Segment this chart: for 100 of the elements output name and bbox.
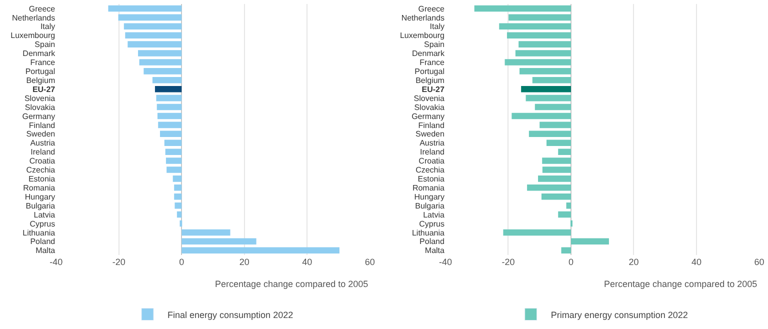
y-tick-label: Lithuania	[22, 228, 56, 238]
y-tick-label: Cyprus	[30, 219, 56, 228]
bar	[570, 238, 609, 245]
y-tick-label: Malta	[424, 246, 446, 256]
bar	[182, 247, 340, 254]
y-tick-label: Portugal	[414, 66, 445, 76]
bar	[528, 130, 571, 138]
y-tick-label: Italy	[430, 22, 444, 32]
bar	[164, 140, 182, 146]
bar	[506, 32, 571, 38]
bar	[174, 184, 182, 191]
bar	[182, 238, 256, 245]
bar	[156, 104, 182, 110]
bar	[512, 112, 571, 120]
y-tick-label: Slovenia	[414, 94, 446, 103]
bar	[124, 23, 182, 30]
y-tick-label: EU-27	[422, 84, 446, 94]
y-tick-label: Hungary	[414, 192, 444, 202]
x-axis-title: Percentage change compared to 2005	[604, 279, 758, 289]
legend-label: Primary energy consumption 2022	[550, 310, 688, 320]
y-tick-label: Sweden	[416, 130, 444, 139]
y-tick-label: Netherlands	[12, 13, 56, 22]
y-tick-label: Germany	[412, 112, 444, 121]
y-tick-label: Luxembourg	[400, 31, 444, 40]
y-tick-label: Hungary	[24, 192, 56, 202]
y-tick-label: Finland	[418, 120, 444, 130]
bar	[538, 176, 571, 182]
y-tick-label: Croatia	[418, 156, 446, 166]
legend-label: Final energy consumption 2022	[168, 310, 294, 320]
y-tick-label: Austria	[420, 138, 446, 148]
y-tick-label: Netherlands	[401, 13, 444, 22]
y-tick-label: Malta	[36, 246, 56, 256]
x-tick-label: 20	[628, 256, 639, 267]
bar	[518, 41, 571, 48]
y-tick-label: Spain	[34, 40, 56, 50]
bar	[156, 94, 182, 102]
bar	[174, 193, 182, 200]
y-tick-label: France	[420, 58, 446, 68]
bar	[520, 68, 571, 74]
y-tick-label: Bulgaria	[26, 201, 56, 210]
y-tick-label: Lithuania	[412, 228, 446, 238]
y-tick-label: Germany	[22, 112, 56, 121]
bar	[566, 202, 571, 209]
bar	[474, 5, 571, 12]
bar	[160, 130, 182, 138]
x-tick-label: 40	[302, 256, 312, 267]
y-tick-label: Luxembourg	[10, 31, 56, 40]
y-tick-label: Poland	[420, 237, 444, 246]
bar	[165, 148, 182, 155]
y-tick-label: Ireland	[30, 148, 56, 157]
x-tick-label: 0	[568, 256, 574, 267]
y-tick-label: Finland	[28, 120, 56, 130]
y-tick-label: Belgium	[26, 76, 56, 85]
bar	[144, 68, 182, 74]
bar	[508, 14, 571, 21]
bar	[158, 122, 182, 128]
bar	[138, 50, 182, 56]
y-tick-label: Czechia	[416, 166, 446, 175]
y-tick-label: Austria	[30, 138, 56, 148]
y-tick-label: Belgium	[416, 76, 445, 85]
bar	[515, 50, 571, 56]
y-tick-label: France	[30, 58, 56, 68]
y-tick-label: Denmark	[22, 49, 56, 58]
bar	[139, 59, 182, 66]
x-tick-label: -40	[50, 256, 63, 267]
bar	[125, 32, 182, 38]
y-tick-label: Latvia	[34, 210, 56, 220]
y-tick-label: Latvia	[423, 210, 446, 220]
bar	[499, 23, 571, 30]
bar	[118, 14, 182, 21]
bar	[504, 59, 571, 66]
x-tick-label: 0	[179, 256, 184, 267]
x-axis-title: Percentage change compared to 2005	[215, 279, 368, 289]
y-tick-label: Slovenia	[24, 94, 56, 103]
y-tick-label: Italy	[40, 22, 56, 32]
bar	[558, 148, 571, 155]
y-tick-label: Greece	[28, 4, 56, 14]
bar	[534, 104, 571, 110]
bar	[182, 229, 230, 236]
bar	[154, 86, 182, 92]
y-tick-label: Sweden	[26, 130, 56, 139]
bar	[128, 41, 182, 48]
y-tick-label: Portugal	[25, 66, 56, 76]
y-tick-label: Greece	[418, 4, 446, 14]
bar	[527, 184, 571, 191]
x-tick-label: -20	[112, 256, 126, 267]
bar	[503, 229, 571, 236]
x-tick-label: 60	[754, 256, 764, 267]
y-tick-label: Estonia	[418, 174, 446, 184]
bar	[108, 5, 182, 12]
bar	[172, 176, 182, 182]
bar	[540, 122, 571, 128]
y-tick-label: Cyprus	[419, 219, 444, 228]
x-tick-label: 20	[239, 256, 250, 267]
y-tick-label: Bulgaria	[415, 201, 446, 210]
bar	[542, 166, 571, 173]
bar	[546, 140, 571, 146]
y-tick-label: Poland	[30, 237, 56, 246]
y-tick-label: Ireland	[420, 148, 444, 157]
bar	[166, 166, 182, 173]
